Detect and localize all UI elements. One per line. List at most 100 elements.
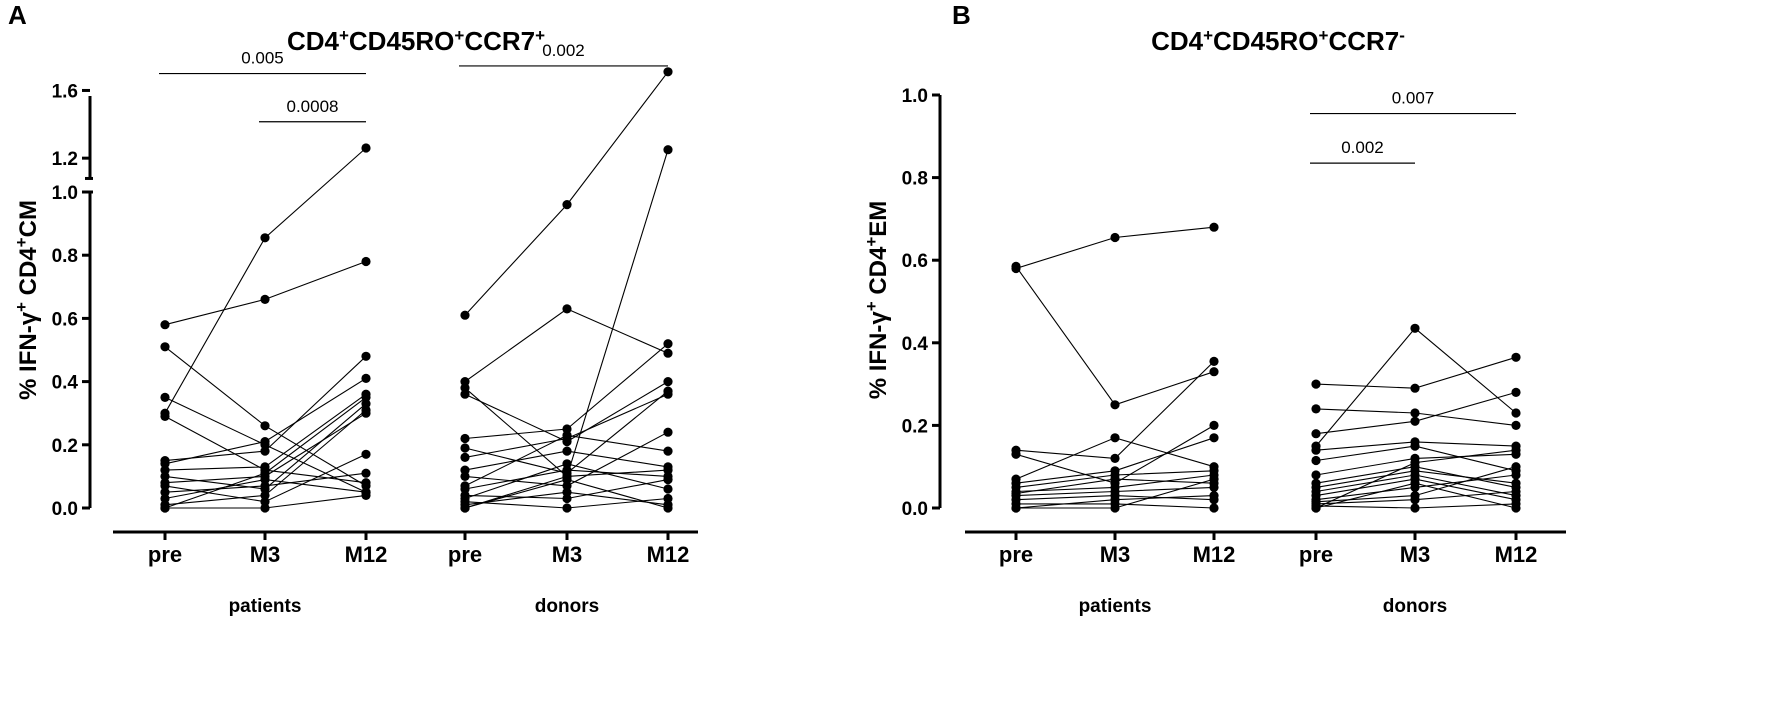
y-axis-label: % IFN-γ+ CD4+EM	[862, 201, 893, 400]
data-point	[1511, 387, 1521, 397]
data-point	[1410, 478, 1420, 488]
data-point	[361, 399, 371, 409]
y-tick-label: 1.0	[52, 183, 78, 204]
ylabel-prefix: % IFN-γ	[865, 311, 892, 400]
data-point	[160, 481, 170, 491]
x-category-label: M12	[1193, 542, 1236, 567]
data-point	[562, 471, 572, 481]
data-point	[460, 377, 470, 387]
group-label: donors	[535, 596, 599, 617]
data-point	[1209, 222, 1219, 232]
data-point	[260, 233, 270, 243]
data-point	[460, 465, 470, 475]
data-point	[663, 475, 673, 485]
title-superscript: +	[1319, 26, 1329, 45]
data-point	[1410, 323, 1420, 333]
y-tick-label: 1.2	[52, 149, 78, 170]
data-point	[1511, 352, 1521, 362]
data-point	[1011, 503, 1021, 513]
ylabel-superscript: +	[12, 237, 31, 247]
data-point	[1209, 420, 1219, 430]
data-point	[1511, 503, 1521, 513]
data-point	[562, 430, 572, 440]
data-point	[1511, 486, 1521, 497]
data-point	[160, 392, 170, 402]
p-value-label: 0.007	[1392, 89, 1435, 108]
y-tick-label: 0.6	[52, 309, 78, 330]
data-point	[160, 471, 170, 481]
ylabel-mid: CD4	[15, 247, 42, 302]
data-point	[562, 481, 572, 491]
y-tick-label: 0.2	[902, 416, 928, 437]
title-superscript: -	[1399, 26, 1405, 45]
data-point	[562, 200, 572, 210]
data-point	[160, 465, 170, 475]
data-point	[1011, 261, 1021, 271]
data-point	[562, 424, 572, 434]
data-point	[562, 304, 572, 314]
title-part: CD45RO	[349, 26, 454, 56]
series-line	[164, 260, 367, 326]
data-point	[460, 433, 470, 444]
data-point	[1410, 503, 1420, 513]
data-point	[1311, 404, 1321, 414]
data-point	[1311, 445, 1321, 455]
data-point	[160, 459, 170, 469]
title-part: CCR7	[464, 26, 535, 56]
data-point	[260, 497, 270, 507]
data-point	[562, 459, 572, 469]
chart-title: CD4+CD45RO+CCR7-	[1151, 26, 1405, 57]
data-point	[663, 503, 673, 513]
data-point	[1110, 232, 1120, 243]
data-point	[160, 342, 170, 352]
data-point	[1209, 433, 1219, 443]
ylabel-superscript: +	[12, 302, 31, 312]
data-point	[1110, 453, 1120, 463]
data-point	[663, 339, 673, 349]
data-point	[361, 392, 371, 402]
x-category-label: pre	[1299, 542, 1333, 567]
panel-letter: B	[952, 0, 971, 30]
data-point	[663, 484, 673, 494]
x-category-label: M12	[647, 542, 690, 567]
data-point	[663, 67, 673, 77]
data-point	[260, 481, 270, 491]
series-line	[464, 308, 669, 383]
data-point	[1209, 491, 1219, 501]
p-value-label: 0.005	[241, 49, 284, 68]
p-value-label: 0.002	[1341, 138, 1384, 157]
data-point	[160, 487, 170, 497]
data-point	[663, 145, 673, 155]
data-point	[1410, 458, 1420, 468]
chart-title: CD4+CD45RO+CCR7+	[287, 26, 545, 57]
y-tick-label: 0.8	[52, 246, 78, 267]
data-point	[361, 373, 371, 383]
data-point	[1410, 441, 1420, 451]
data-point	[562, 487, 572, 497]
data-point	[361, 478, 371, 488]
series-line	[464, 71, 669, 316]
title-superscript: +	[535, 26, 545, 45]
series-line	[164, 147, 367, 414]
p-value-label: 0.002	[542, 41, 585, 60]
data-point	[361, 405, 371, 415]
series-line	[464, 343, 669, 440]
data-point	[260, 468, 270, 478]
data-point	[1511, 420, 1521, 430]
data-point	[260, 462, 270, 472]
title-superscript: +	[1203, 26, 1213, 45]
data-point	[663, 493, 673, 504]
data-point	[663, 427, 673, 437]
data-point	[160, 320, 170, 330]
data-point	[460, 471, 470, 481]
title-part: CD45RO	[1213, 26, 1318, 56]
data-point	[663, 446, 673, 456]
ylabel-suffix: CM	[15, 200, 42, 237]
data-point	[160, 493, 170, 504]
data-point	[260, 490, 270, 500]
data-point	[1511, 478, 1521, 488]
data-point	[1209, 367, 1219, 377]
panel-letter: A	[8, 0, 27, 30]
group-patients: pre M3 M12 patients	[999, 222, 1236, 617]
